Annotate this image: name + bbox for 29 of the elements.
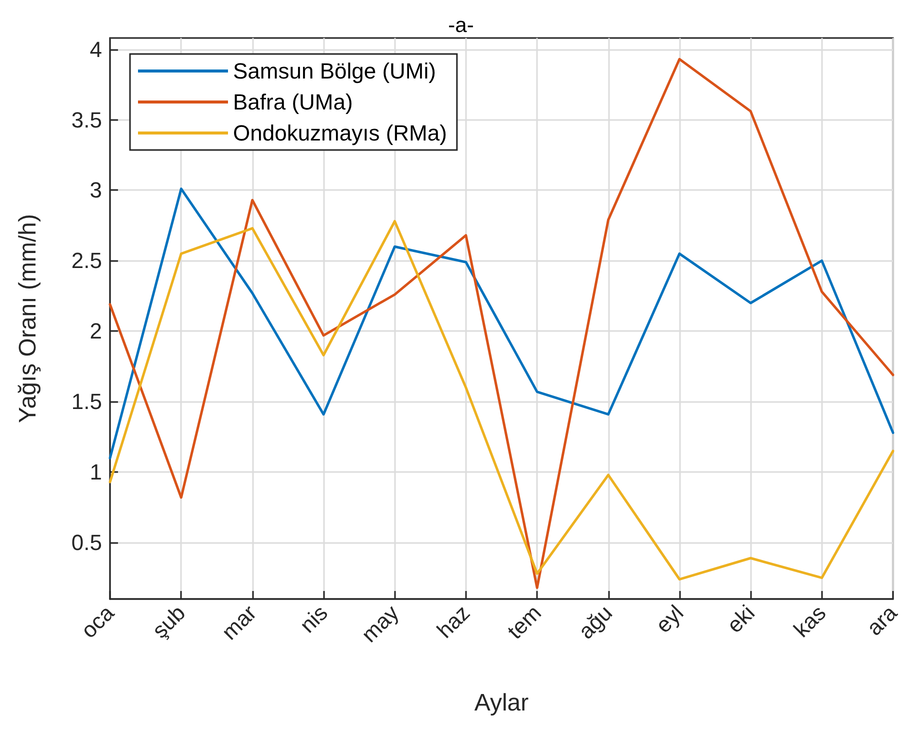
legend-label: Samsun Bölge (UMi) [233, 58, 436, 84]
x-tick-label: şub [147, 600, 190, 643]
x-tick-label: ağu [573, 600, 618, 644]
x-tick-label: nis [294, 600, 332, 638]
x-tick-label: tem [502, 600, 546, 644]
x-tick-label: eyl [650, 600, 688, 638]
x-tick-label: mar [216, 600, 262, 645]
x-tick-label: ara [862, 600, 902, 640]
y-tick-label: 2 [90, 318, 102, 344]
y-tick-label: 3.5 [71, 107, 102, 132]
y-tick-label: 2.5 [71, 248, 102, 274]
x-axis-title: Aylar [474, 690, 529, 716]
line-series [108, 220, 894, 581]
line-series [108, 188, 894, 460]
x-tick-label: eki [722, 600, 760, 638]
y-tick-label: 1 [90, 460, 102, 485]
y-tick-label: 4 [90, 36, 102, 62]
y-tick-label: 1.5 [71, 389, 102, 414]
x-tick-label: kas [788, 600, 831, 642]
legend-label: Ondokuzmayıs (RMa) [233, 120, 447, 146]
chart-title: -a- [448, 14, 474, 37]
x-tick-label: haz [432, 600, 475, 643]
y-tick-label: 0.5 [71, 530, 102, 556]
y-tick-label: 3 [90, 178, 102, 203]
y-axis-title: Yağış Oranı (mm/h) [14, 214, 42, 423]
line-series [108, 58, 894, 589]
x-tick-label: may [356, 600, 404, 648]
x-tick-label: oca [76, 600, 120, 643]
legend-label: Bafra (UMa) [233, 90, 353, 114]
